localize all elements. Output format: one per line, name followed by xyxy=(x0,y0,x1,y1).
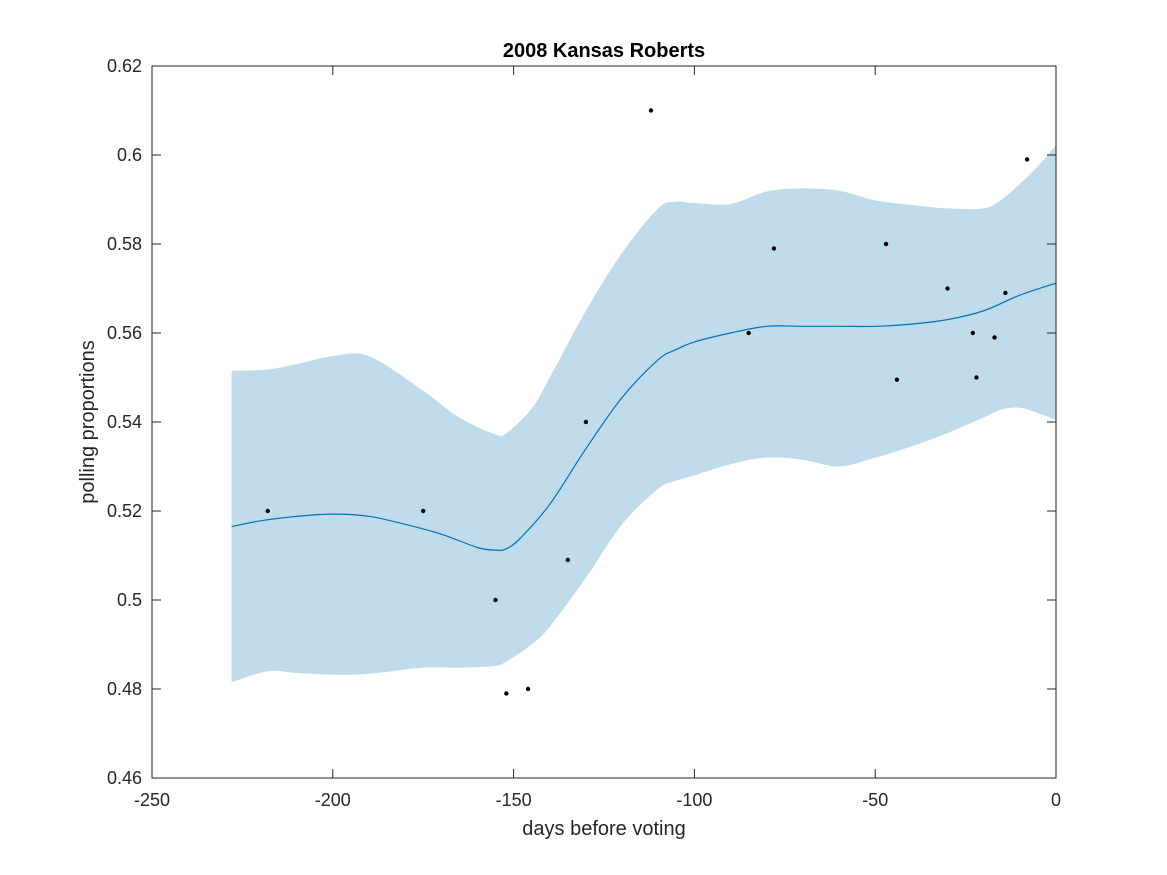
y-tick-label: 0.46 xyxy=(107,768,142,788)
data-point xyxy=(525,686,531,692)
confidence-band-layer xyxy=(231,145,1057,683)
data-point xyxy=(1003,290,1008,296)
data-point xyxy=(583,419,589,425)
y-tick-label: 0.48 xyxy=(107,679,142,699)
y-axis-label: polling proportions xyxy=(77,340,99,503)
data-point xyxy=(945,286,950,291)
y-tick-label: 0.56 xyxy=(107,323,142,343)
data-point xyxy=(493,597,498,603)
y-tick-label: 0.52 xyxy=(107,501,142,521)
x-tick-label: -100 xyxy=(676,790,712,810)
y-tick-label: 0.5 xyxy=(117,590,142,610)
data-point xyxy=(894,377,900,382)
data-points-layer xyxy=(265,108,1030,696)
data-point xyxy=(504,691,509,696)
x-tick-label: -50 xyxy=(862,790,888,810)
confidence-band xyxy=(231,145,1057,683)
data-point xyxy=(974,375,979,380)
x-tick-label: 0 xyxy=(1051,790,1061,810)
data-point xyxy=(771,246,777,251)
y-tick-label: 0.54 xyxy=(107,412,142,432)
data-point xyxy=(992,335,997,340)
x-tick-label: -250 xyxy=(134,790,170,810)
data-point xyxy=(970,330,976,336)
x-axis-label: days before voting xyxy=(522,818,685,840)
data-point xyxy=(421,508,426,514)
ticks-layer: -250 -200 -150 -100 -50 0 0.46 0.48 0.5 0.52 0.54 0… xyxy=(107,56,1061,810)
y-tick-label: 0.62 xyxy=(107,56,142,76)
data-point xyxy=(883,241,889,247)
chart-title: 2008 Kansas Roberts xyxy=(503,40,705,62)
y-tick-label: 0.6 xyxy=(117,145,142,165)
x-tick-label: -200 xyxy=(315,790,351,810)
data-point xyxy=(648,108,654,113)
data-point xyxy=(265,508,270,514)
data-point xyxy=(746,330,751,336)
x-tick-label: -150 xyxy=(496,790,532,810)
data-point xyxy=(565,557,571,563)
trend-line-layer xyxy=(231,282,1057,551)
data-point xyxy=(1024,157,1030,162)
trend-line xyxy=(231,282,1057,551)
y-tick-label: 0.58 xyxy=(107,234,142,254)
